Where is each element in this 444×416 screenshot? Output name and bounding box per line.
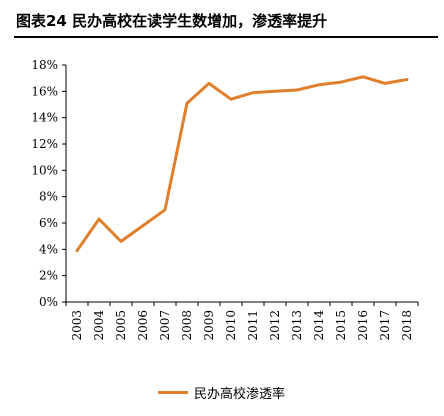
legend-label: 民办高校渗透率 (194, 386, 286, 402)
x-tick-label: 2014 (312, 310, 326, 341)
x-tick-label: 2011 (246, 310, 260, 341)
y-tick-label: 6% (39, 216, 58, 230)
y-tick-label: 16% (31, 84, 58, 98)
legend-swatch (158, 390, 188, 394)
x-tick-label: 2018 (400, 310, 414, 341)
y-axis-ticks: 0% 2% 4% 6% 8% 10% 12% 14% 16% 18% (31, 58, 66, 309)
x-tick-label: 2009 (202, 310, 216, 341)
x-tick-label: 2013 (290, 310, 304, 341)
y-tick-label: 0% (39, 295, 58, 309)
x-tick-label: 2004 (92, 310, 106, 341)
y-tick-label: 2% (39, 269, 58, 283)
series-line (75, 75, 409, 253)
chart-axes (65, 65, 418, 303)
x-tick-label: 2007 (158, 310, 172, 341)
y-tick-label: 18% (31, 58, 58, 72)
x-tick-label: 2010 (224, 310, 238, 341)
x-tick-label: 2003 (70, 310, 84, 341)
y-tick-label: 4% (39, 242, 58, 256)
x-tick-label: 2008 (180, 310, 194, 341)
chart-header: 图表24 民办高校在读学生数增加，渗透率提升 (14, 6, 438, 38)
x-tick-label: 2015 (334, 310, 348, 341)
chart-legend: 民办高校渗透率 (158, 382, 285, 402)
x-tick-label: 2017 (378, 310, 392, 341)
y-tick-label: 12% (31, 137, 58, 151)
x-tick-label: 2006 (136, 310, 150, 341)
x-tick-label: 2005 (114, 310, 128, 341)
y-tick-label: 8% (39, 190, 58, 204)
chart-series (75, 75, 409, 253)
y-tick-label: 14% (31, 111, 58, 125)
x-axis-ticks: 2003 2004 2005 2006 2007 2008 2009 2010 2011 2012… (65, 302, 419, 341)
chart-title: 图表24 民办高校在读学生数增加，渗透率提升 (16, 12, 328, 30)
x-tick-label: 2016 (356, 310, 370, 341)
x-tick-label: 2012 (268, 310, 282, 341)
y-tick-label: 10% (31, 163, 58, 177)
